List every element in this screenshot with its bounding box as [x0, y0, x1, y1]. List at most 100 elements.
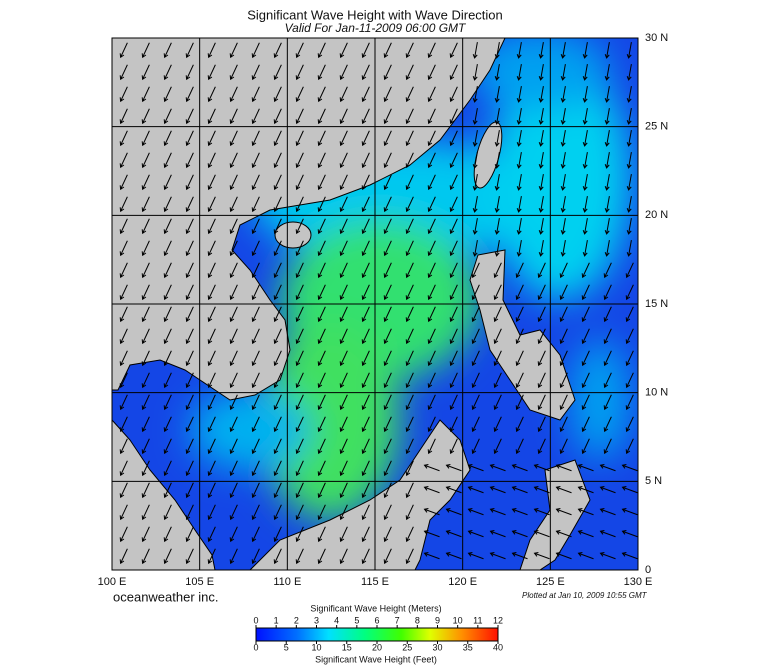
- wave-arrow: [516, 42, 522, 59]
- wave-arrow: [559, 262, 568, 279]
- wave-arrow: [626, 174, 632, 191]
- wave-arrow: [427, 372, 436, 389]
- wave-arrow: [141, 328, 150, 345]
- wave-arrow: [621, 530, 638, 538]
- wave-arrow: [251, 196, 260, 213]
- wave-arrow: [295, 350, 304, 367]
- wave-arrow: [472, 64, 478, 81]
- wave-arrow: [494, 174, 500, 191]
- wave-arrow: [383, 438, 392, 455]
- wave-arrow: [141, 262, 150, 279]
- wave-arrow: [449, 262, 458, 279]
- wave-arrow: [383, 306, 392, 323]
- wave-arrow: [317, 526, 326, 543]
- wave-arrow: [560, 64, 566, 81]
- wave-arrow: [471, 350, 480, 367]
- wave-arrow: [603, 394, 612, 411]
- wave-arrow: [626, 108, 632, 125]
- wave-arrow: [449, 350, 458, 367]
- wave-arrow: [383, 262, 392, 279]
- wave-arrow: [537, 262, 546, 279]
- wave-arrow: [317, 42, 326, 59]
- wave-arrow: [383, 42, 392, 59]
- wave-arrow: [141, 240, 150, 257]
- wave-arrow: [339, 240, 348, 257]
- wave-arrow: [625, 416, 634, 433]
- wave-arrow: [229, 350, 238, 367]
- wave-arrow: [251, 460, 260, 477]
- wave-arrow: [511, 552, 528, 560]
- wave-arrow: [405, 482, 414, 499]
- map-frame: [111, 37, 639, 571]
- wave-arrow: [405, 504, 414, 521]
- wave-arrow: [538, 174, 544, 191]
- wave-arrow: [185, 460, 194, 477]
- wave-arrow: [229, 548, 238, 565]
- wave-arrow: [405, 548, 414, 565]
- wave-arrow: [141, 460, 150, 477]
- wave-arrow: [516, 174, 522, 191]
- wave-arrow: [449, 108, 458, 125]
- wave-arrow: [603, 416, 612, 433]
- wave-arrow: [207, 262, 216, 279]
- wave-arrow: [251, 548, 260, 565]
- wave-arrow: [361, 350, 370, 367]
- wave-arrow: [555, 486, 572, 494]
- wave-arrow: [449, 438, 458, 455]
- wave-arrow: [163, 372, 172, 389]
- wave-arrow: [339, 196, 348, 213]
- wave-arrow: [559, 416, 568, 433]
- wave-arrow: [163, 42, 172, 59]
- wave-arrow: [317, 86, 326, 103]
- wave-arrow: [516, 240, 522, 257]
- wave-arrow: [119, 482, 128, 499]
- colorbar: [255, 627, 499, 642]
- wave-arrow: [119, 548, 128, 565]
- wave-arrow: [625, 438, 634, 455]
- wave-arrow: [559, 284, 568, 301]
- wave-arrow: [516, 108, 522, 125]
- wave-arrow: [273, 460, 282, 477]
- wave-arrow: [339, 394, 348, 411]
- wave-arrow: [185, 526, 194, 543]
- wave-arrow: [493, 438, 502, 455]
- lat-label: 15 N: [645, 298, 668, 310]
- wave-arrow: [361, 306, 370, 323]
- wave-arrow: [626, 64, 632, 81]
- wave-arrow: [361, 240, 370, 257]
- wave-arrow: [295, 130, 304, 147]
- wave-arrow: [141, 548, 150, 565]
- wave-arrow: [339, 42, 348, 59]
- wave-arrow: [405, 86, 414, 103]
- wave-arrow: [295, 218, 304, 235]
- wave-arrow: [185, 284, 194, 301]
- wave-arrow: [445, 508, 462, 516]
- wave-arrow: [625, 394, 634, 411]
- wave-arrow: [603, 328, 612, 345]
- wave-arrow: [471, 284, 480, 301]
- wave-arrow: [141, 504, 150, 521]
- wave-arrow: [581, 372, 590, 389]
- plotted-note: Plotted at Jan 10, 2009 10:55 GMT: [522, 591, 648, 600]
- wave-arrow: [449, 152, 458, 169]
- wave-arrow: [207, 548, 216, 565]
- wave-arrow: [621, 508, 638, 516]
- lon-label: 130 E: [624, 576, 653, 588]
- wave-arrow: [383, 372, 392, 389]
- wave-arrow: [273, 42, 282, 59]
- wave-arrow: [163, 394, 172, 411]
- wave-arrow: [581, 284, 590, 301]
- wave-arrow: [141, 64, 150, 81]
- wave-arrow: [141, 416, 150, 433]
- wave-arrow: [581, 350, 590, 367]
- meter-tick-label: 10: [453, 615, 463, 625]
- wave-arrow: [295, 152, 304, 169]
- wave-arrow: [119, 328, 128, 345]
- wave-arrow: [273, 416, 282, 433]
- wave-arrow: [423, 552, 440, 560]
- wave-arrow: [339, 504, 348, 521]
- credit: oceanweather inc.: [113, 589, 219, 604]
- wave-arrow: [361, 416, 370, 433]
- wave-arrow: [626, 86, 632, 103]
- wave-arrow: [604, 86, 610, 103]
